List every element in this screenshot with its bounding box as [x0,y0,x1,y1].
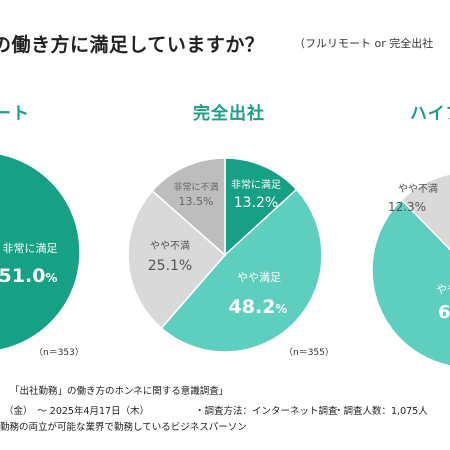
footer-survey-name: 「出社勤務」の働き方のホンネに関する意識調査」 [10,386,229,397]
slice-label-somewhat-satisfied: やや満足 [237,271,281,284]
slice-value-somewhat-satisfied: 6 [438,302,450,323]
title-main: の働き方に満足していますか？ [0,34,265,54]
footer-survey-count: ・調査人数：1,075人 [334,406,428,417]
slice-label-very-satisfied: 非常に満足 [231,178,281,191]
slice-value-very-satisfied: 13.2% [234,195,278,211]
pie-slice-very-satisfied [224,157,298,257]
footer-survey-method: ・調査方法：インターネット調査 [195,406,338,417]
panel-title-remote: ート [0,104,30,124]
pie-hybrid: やや不満 12.3% やや満足 6 [371,173,450,367]
n-label-remote: （n＝353） [34,348,84,358]
slice-value-very-satisfied: 51.0% [0,265,57,287]
slice-label-somewhat-satisfied: やや満足 [436,283,450,296]
slice-label-somewhat-dissatisfied: やや不満 [150,240,190,252]
pie-slice-somewhat-dissatisfied [127,189,227,330]
chart-title: の働き方に満足していますか？ （フルリモート or 完全出社 [0,30,450,54]
pie-slice-somewhat-satisfied [371,198,450,367]
slice-value-somewhat-satisfied: 48.2% [229,296,288,318]
slice-value-very-dissatisfied: 13.5% [179,195,214,208]
slice-value-somewhat-dissatisfied: 12.3% [388,200,426,214]
footer-survey-period: （金） ～ 2025年4月17日（木） [4,406,150,417]
pie-remote: 非常に満足 51.0% [0,153,81,351]
panel-title-office: 完全出社 [193,104,265,124]
pie-slice-very-satisfied [0,153,81,351]
n-label-office: （n＝355） [284,348,334,358]
pie-slice-somewhat-satisfied [160,188,323,353]
footer-survey-target: 勤務の両立が可能な業界で勤務しているビジネスパーソン [0,422,247,433]
pie-slice-somewhat-dissatisfied [400,173,450,251]
slice-value-somewhat-dissatisfied: 25.1% [148,258,192,274]
slice-label-very-dissatisfied: 非常に不満 [173,181,218,193]
survey-footer: 「出社勤務」の働き方のホンネに関する意識調査」 （金） ～ 2025年4月17日… [0,383,450,433]
pie-slice-very-dissatisfied [151,157,226,257]
title-subtitle: （フルリモート or 完全出社 [294,37,434,50]
slice-label-very-satisfied: 非常に満足 [3,242,58,255]
slice-label-somewhat-dissatisfied: やや不満 [398,183,438,195]
pie-office: 非常に満足 13.2% やや満足 48.2% やや不満 25.1% 非常に不満 … [127,157,323,353]
panel-title-hybrid: ハイブ [410,104,450,124]
